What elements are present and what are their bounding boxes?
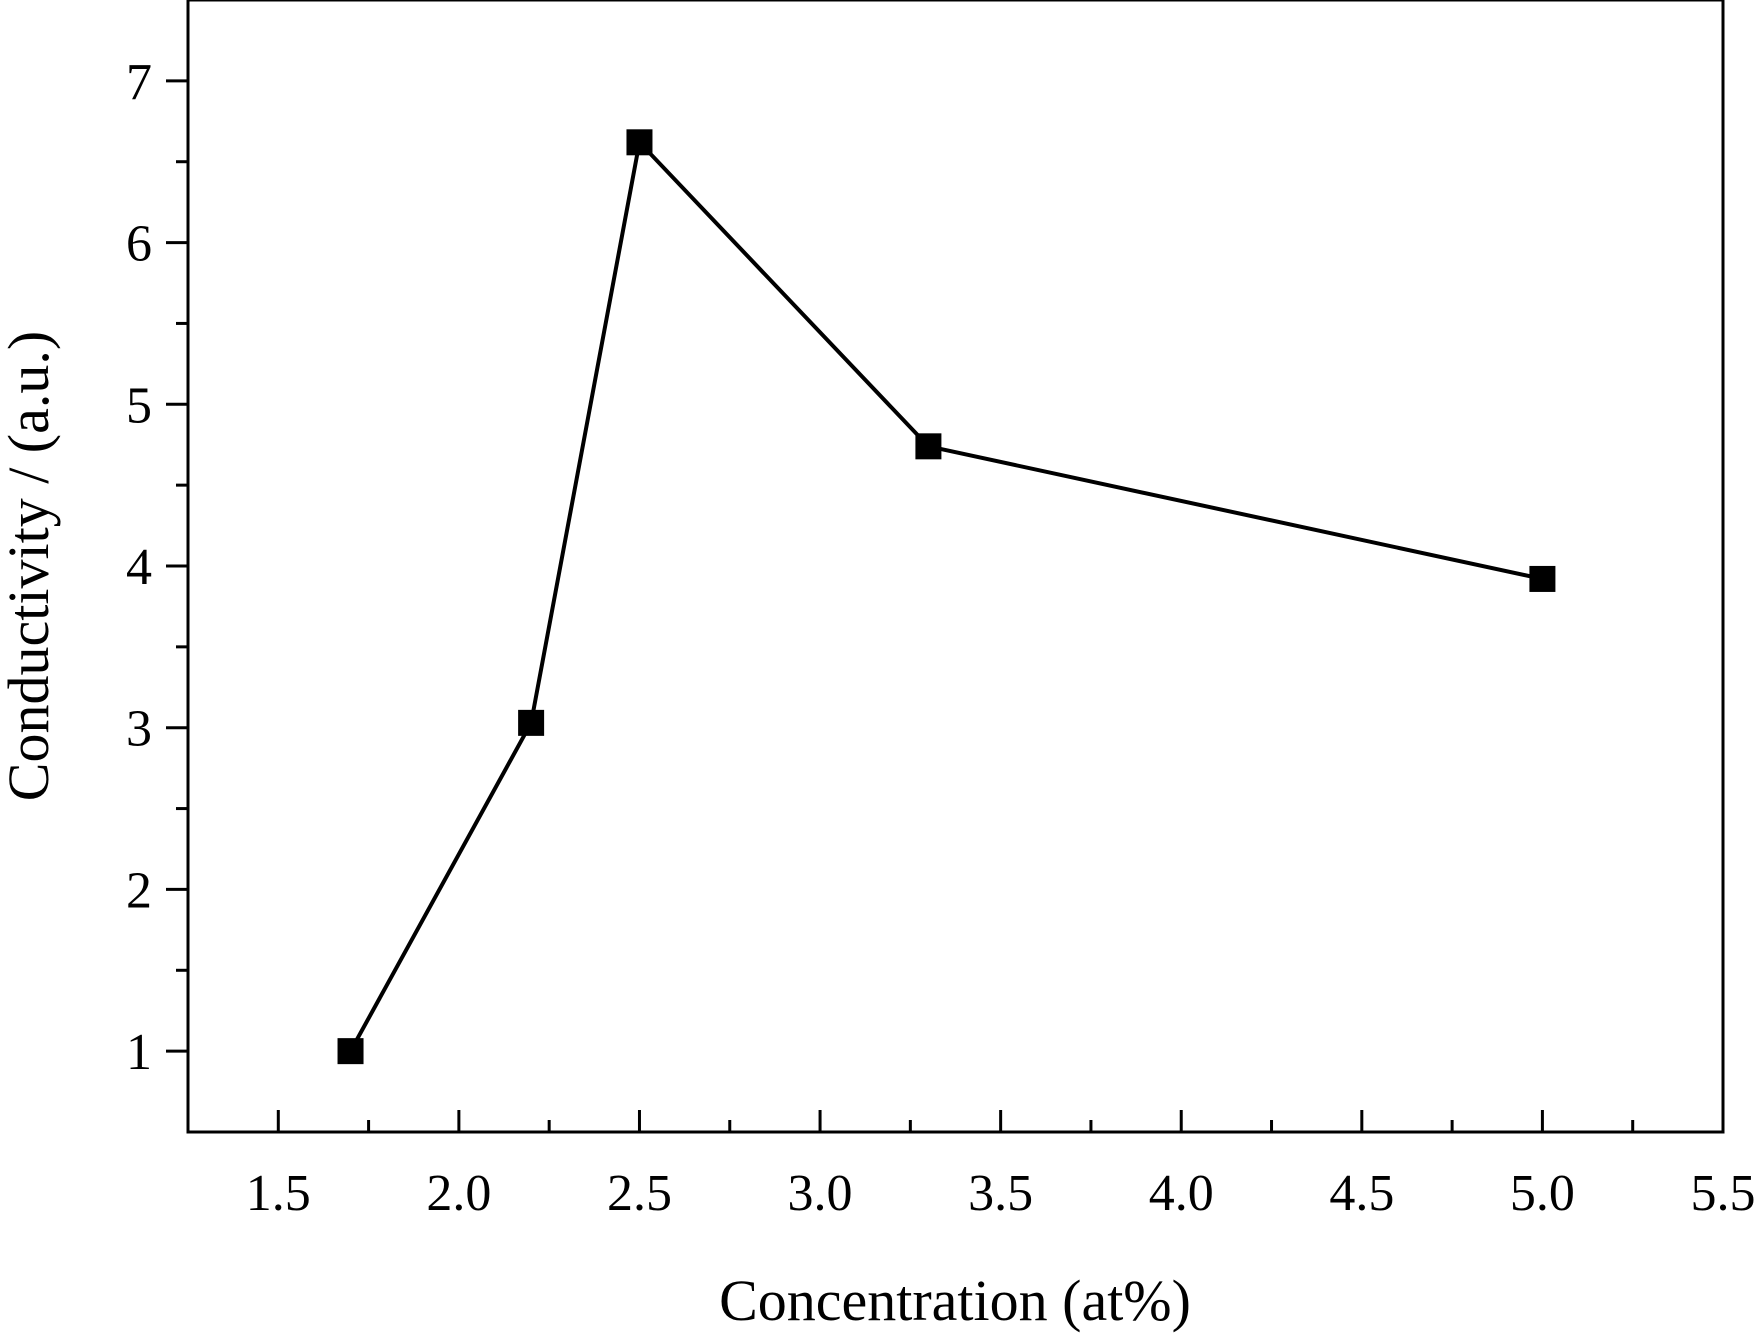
data-series <box>337 129 1556 1065</box>
y-tick-label: 1 <box>126 1024 152 1081</box>
x-tick-label: 2.5 <box>607 1165 672 1222</box>
y-tick-label: 4 <box>126 539 152 596</box>
y-tick-label: 6 <box>126 216 152 273</box>
data-point-marker <box>518 709 545 736</box>
x-tick-label: 5.0 <box>1510 1165 1575 1222</box>
data-point-marker <box>626 129 653 156</box>
y-axis-title: Conductivity / (a.u.) <box>0 331 61 801</box>
series-line <box>348 138 1543 1053</box>
y-axis: 1 2 3 4 5 6 7 <box>126 54 188 1081</box>
plot-frame <box>186 0 1725 1134</box>
y-tick-label: 3 <box>126 701 152 758</box>
x-tick-label: 4.0 <box>1149 1165 1214 1222</box>
data-point-marker <box>1529 565 1556 592</box>
x-tick-label: 1.5 <box>246 1165 311 1222</box>
data-point-marker <box>915 433 942 460</box>
y-tick-label: 2 <box>126 862 152 919</box>
x-tick-label: 5.5 <box>1691 1165 1756 1222</box>
y-tick-label: 7 <box>126 54 152 111</box>
x-axis-title: Concentration (at%) <box>719 1268 1191 1333</box>
x-tick-label: 3.5 <box>968 1165 1033 1222</box>
x-tick-label: 2.0 <box>426 1165 491 1222</box>
x-tick-label: 4.5 <box>1329 1165 1394 1222</box>
y-tick-label: 5 <box>126 377 152 434</box>
x-axis: 1.5 2.0 2.5 3.0 3.5 4.0 4.5 5.0 5.5 <box>186 1110 1756 1222</box>
data-point-marker <box>337 1038 364 1065</box>
x-tick-label: 3.0 <box>788 1165 853 1222</box>
